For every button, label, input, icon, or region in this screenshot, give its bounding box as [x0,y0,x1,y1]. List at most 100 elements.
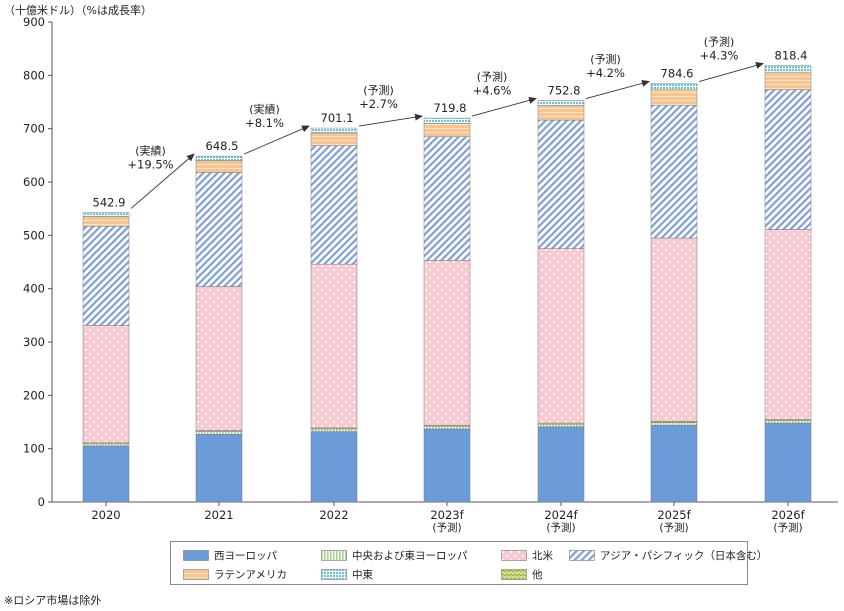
legend-swatch [183,569,209,580]
x-tick-label: (予測) [546,521,575,534]
x-tick-label: (予測) [432,521,461,534]
legend-swatch [569,550,595,561]
growth-arrow [243,125,310,155]
total-label: 784.6 [661,67,694,81]
legend-label: アジア・パシフィック（日本含む） [600,550,768,562]
growth-rate-label: +4.6% [473,83,512,97]
legend-swatch [501,569,527,580]
total-label: 752.8 [548,84,581,98]
bar-segment-apac [195,172,243,287]
growth-rate-label: +19.5% [127,157,173,171]
total-label: 542.9 [93,195,126,209]
bar-segment-cee [537,423,585,428]
growth-arrow [130,153,195,209]
x-tick-label: 2026f [771,508,805,522]
x-tick-label: 2021 [204,508,233,522]
bar-segment-latin_america [423,123,471,137]
bar-segment-cee [764,420,812,424]
bar-segment-middle_east [195,155,243,161]
growth-rate-label: +2.7% [359,97,398,111]
legend-item-western_europe: 西ヨーロッパ [183,548,277,563]
legend-swatch [183,550,209,561]
bar-segment-north_america [310,263,358,429]
growth-kind-label: (実績) [135,143,166,157]
x-tick-label: 2025f [657,508,691,522]
bar-segment-north_america [82,325,130,444]
footnote: ※ロシア市場は除外 [4,594,102,607]
y-tick-label: 100 [23,442,45,456]
x-tick-label: 2023f [430,508,464,522]
bar-segment-north_america [537,248,585,424]
axes: 0 100 200 300 400 500 600 700 800 900 2020 2021 2022… [23,15,838,534]
bar-segment-apac [310,145,358,265]
bar-segment-middle_east [423,117,471,124]
growth-rate-label: +4.3% [700,49,739,63]
growth-kind-label: (予測) [363,83,394,97]
y-tick-label: 700 [23,122,45,136]
y-tick-label: 800 [23,68,45,82]
legend-label: 西ヨーロッパ [214,550,277,562]
x-tick-label: 2024f [544,508,578,522]
y-tick-label: 500 [23,228,45,242]
bar-segment-apac [537,119,585,249]
bar-segment-north_america [195,286,243,431]
bar-segment-western_europe [310,431,358,503]
legend-swatch [321,569,347,580]
growth-rate-label: +4.2% [586,66,625,80]
stacked-bar-chart: 0 100 200 300 400 500 600 700 800 900 2020 2021 2022… [23,15,838,534]
bar-segment-western_europe [423,428,471,503]
bar-segment-cee [650,422,698,426]
bar-segment-middle_east [82,212,130,217]
growth-rate-label: +8.1% [245,116,284,130]
bar-segment-western_europe [537,426,585,503]
bar-segment-cee [195,431,243,435]
total-label: 719.8 [434,101,467,115]
growth-annotations: 542.9648.5701.1719.8752.8784.6818.4(実績)+… [93,35,808,210]
legend-swatch [501,550,527,561]
legend-item-north_america: 北米 [501,548,553,563]
bar-segment-latin_america [310,132,358,146]
bar-segment-western_europe [650,424,698,503]
legend-label: 他 [532,569,543,581]
x-tick-label: 2022 [319,508,348,522]
bar-segment-apac [82,226,130,326]
bars [82,65,812,503]
legend-item-cee: 中央および東ヨーロッパ [321,548,468,563]
bar-segment-western_europe [82,445,130,503]
bar-segment-middle_east [310,127,358,134]
bar-segment-latin_america [650,89,698,106]
legend-item-middle_east: 中東 [321,567,373,582]
bar-segment-cee [82,443,130,447]
bar-segment-middle_east [764,65,812,73]
bar-segment-north_america [764,229,812,420]
bar-segment-latin_america [82,216,130,227]
legend-item-apac: アジア・パシフィック（日本含む） [569,548,767,563]
legend-item-latin_america: ラテンアメリカ [183,567,287,582]
bar-segment-latin_america [764,71,812,90]
bar-segment-apac [423,136,471,261]
legend-label: ラテンアメリカ [214,569,287,581]
legend-label: 中東 [352,569,373,581]
bar-segment-apac [650,104,698,239]
legend-label: 北米 [532,550,553,562]
legend-item-other: 他 [501,567,543,582]
legend-swatch [321,550,347,561]
total-label: 701.1 [321,111,354,125]
bar-segment-western_europe [764,422,812,503]
bar-segment-latin_america [537,105,585,121]
legend-label: 中央および東ヨーロッパ [352,550,468,562]
bar-segment-latin_america [195,160,243,173]
x-tick-label: 2020 [91,508,120,522]
bar-segment-north_america [423,260,471,426]
y-tick-label: 400 [23,282,45,296]
total-label: 818.4 [775,49,808,63]
x-tick-label: (予測) [659,521,688,534]
growth-kind-label: (予測) [704,35,735,49]
legend: 西ヨーロッパ 中央および東ヨーロッパ 北米 アジア・パシフィック（日本含む） ラテンアメ… [170,541,767,585]
y-tick-label: 300 [23,335,45,349]
y-tick-label: 0 [38,495,45,509]
total-label: 648.5 [206,139,239,153]
x-tick-label: (予測) [773,521,802,534]
bar-segment-cee [310,428,358,432]
bar-segment-apac [764,89,812,230]
